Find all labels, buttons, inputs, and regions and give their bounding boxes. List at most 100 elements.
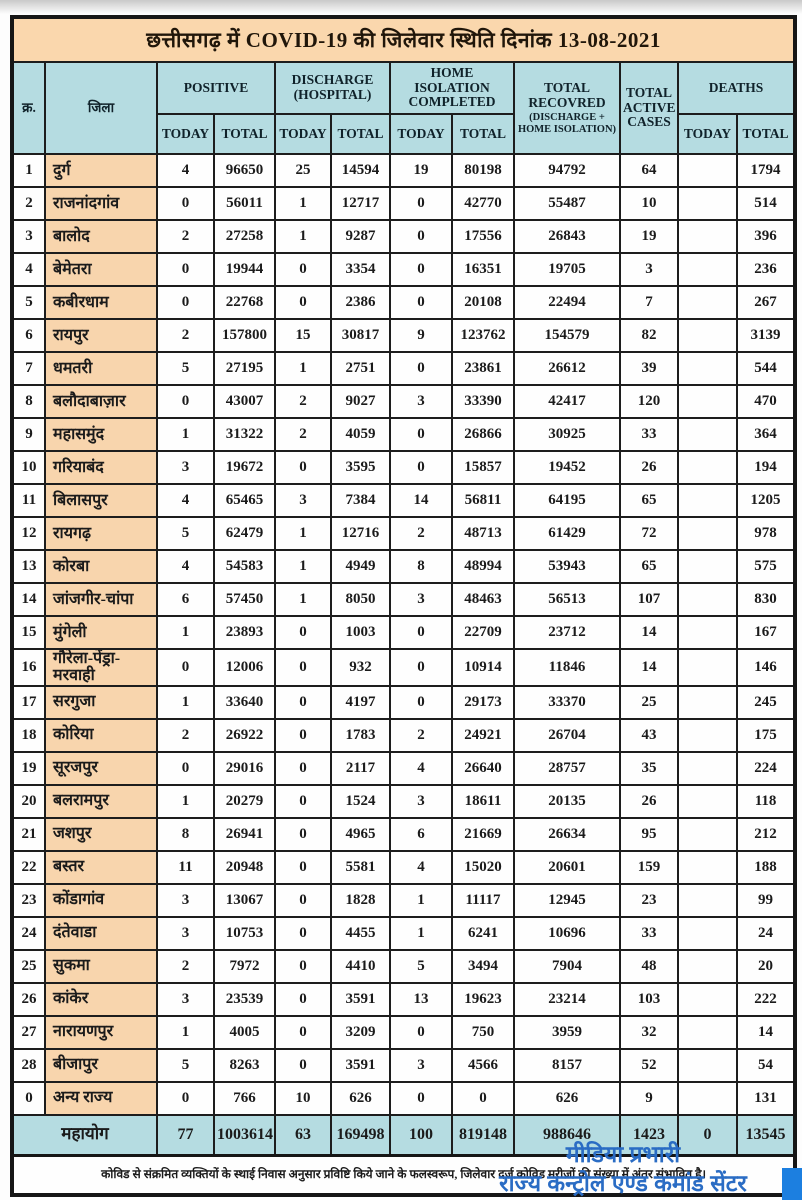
discharge-today-cell: 0 <box>274 285 332 320</box>
district-row: 24 दंतेवाडा 3 10753 0 4455 1 6241 10696 33 24 <box>11 915 797 951</box>
deaths-today-cell <box>677 648 738 687</box>
serial-cell: 0 <box>11 1080 46 1116</box>
discharge-today-cell: 1 <box>274 516 332 551</box>
positive-total-cell: 10753 <box>213 915 276 951</box>
serial-cell: 11 <box>11 483 46 518</box>
total-active-cell: 26 <box>619 450 679 485</box>
district-cell: रायगढ़ <box>44 516 158 551</box>
total-active-grand-total-cell: 1423 <box>619 1113 679 1157</box>
district-row: 4 बेमेतरा 0 19944 0 3354 0 16351 19705 3 236 <box>11 252 797 287</box>
home-isolation-today-cell: 0 <box>389 186 453 221</box>
col-header-total-recovered: TOTAL RECOVRED (DISCHARGE + HOME ISOLATI… <box>513 61 621 155</box>
home-isolation-total-cell: 21669 <box>451 816 515 852</box>
positive-today-cell: 1 <box>156 684 215 720</box>
discharge-today-cell: 0 <box>274 1047 332 1083</box>
positive-total-cell: 57450 <box>213 582 276 617</box>
positive-today-cell: 0 <box>156 750 215 786</box>
discharge-total-cell: 30817 <box>330 318 391 353</box>
discharge-total-cell: 9287 <box>330 219 391 254</box>
total-active-cell: 33 <box>619 915 679 951</box>
positive-today-cell: 5 <box>156 1047 215 1083</box>
positive-total-cell: 20948 <box>213 849 276 885</box>
discharge-today-cell: 3 <box>274 483 332 518</box>
positive-today-cell: 3 <box>156 981 215 1017</box>
col-header-positive-today: TODAY <box>156 113 215 155</box>
positive-total-cell: 43007 <box>213 384 276 419</box>
deaths-today-cell <box>677 816 738 852</box>
deaths-today-cell <box>677 417 738 452</box>
serial-cell: 13 <box>11 549 46 584</box>
signature-line-2: राज्य कन्ट्रोल एण्ड कमांड सेंटर <box>499 1170 747 1196</box>
deaths-today-cell <box>677 450 738 485</box>
positive-today-cell: 1 <box>156 615 215 650</box>
home-isolation-today-cell: 0 <box>389 450 453 485</box>
home-isolation-total-cell: 26640 <box>451 750 515 786</box>
deaths-today-cell <box>677 915 738 951</box>
discharge-today-cell: 0 <box>274 450 332 485</box>
deaths-total-cell: 830 <box>735 582 797 617</box>
serial-cell: 7 <box>11 351 46 386</box>
serial-cell: 8 <box>11 384 46 419</box>
positive-today-cell: 0 <box>156 1080 215 1116</box>
total-active-cell: 10 <box>619 186 679 221</box>
deaths-total-cell: 131 <box>735 1080 797 1116</box>
discharge-total-cell: 4197 <box>330 684 391 720</box>
discharge-total-grand-total-cell: 169498 <box>330 1113 391 1157</box>
district-cell: सूरजपुर <box>44 750 158 786</box>
district-cell: जांजगीर-चांपा <box>44 582 158 617</box>
home-isolation-today-cell: 0 <box>389 1014 453 1050</box>
home-isolation-total-cell: 16351 <box>451 252 515 287</box>
total-recovered-cell: 61429 <box>513 516 621 551</box>
total-recovered-cell: 94792 <box>513 153 621 188</box>
deaths-today-cell <box>677 186 738 221</box>
home-isolation-today-cell: 1 <box>389 915 453 951</box>
district-row: 5 कबीरधाम 0 22768 0 2386 0 20108 22494 7 267 <box>11 285 797 320</box>
positive-total-cell: 27258 <box>213 219 276 254</box>
total-recovered-cell: 626 <box>513 1080 621 1116</box>
home-isolation-today-cell: 0 <box>389 615 453 650</box>
discharge-total-cell: 4949 <box>330 549 391 584</box>
covid-district-table: छत्तीसगढ़ में COVID-19 की जिलेवार स्थिति… <box>10 15 798 1197</box>
home-isolation-today-cell: 4 <box>389 849 453 885</box>
positive-today-cell: 2 <box>156 717 215 753</box>
discharge-today-cell: 0 <box>274 615 332 650</box>
positive-today-cell: 2 <box>156 219 215 254</box>
total-recovered-cell: 26634 <box>513 816 621 852</box>
positive-today-cell: 1 <box>156 1014 215 1050</box>
total-recovered-cell: 7904 <box>513 948 621 984</box>
home-isolation-today-grand-total-cell: 100 <box>389 1113 453 1157</box>
home-isolation-total-cell: 18611 <box>451 783 515 819</box>
home-isolation-total-cell: 26866 <box>451 417 515 452</box>
deaths-total-cell: 146 <box>735 648 797 687</box>
district-cell: रायपुर <box>44 318 158 353</box>
district-cell: धमतरी <box>44 351 158 386</box>
discharge-total-cell: 1003 <box>330 615 391 650</box>
home-isolation-total-cell: 56811 <box>451 483 515 518</box>
discharge-total-cell: 8050 <box>330 582 391 617</box>
discharge-today-cell: 1 <box>274 351 332 386</box>
discharge-total-cell: 12717 <box>330 186 391 221</box>
col-header-discharge-today: TODAY <box>274 113 332 155</box>
discharge-total-cell: 7384 <box>330 483 391 518</box>
positive-today-cell: 3 <box>156 450 215 485</box>
home-isolation-today-cell: 14 <box>389 483 453 518</box>
serial-cell: 3 <box>11 219 46 254</box>
discharge-today-cell: 0 <box>274 915 332 951</box>
discharge-today-cell: 0 <box>274 717 332 753</box>
home-isolation-today-cell: 0 <box>389 219 453 254</box>
signature-line-1: मीडिया प्रभारी <box>565 1141 681 1167</box>
total-recovered-cell: 154579 <box>513 318 621 353</box>
serial-cell: 25 <box>11 948 46 984</box>
discharge-total-cell: 932 <box>330 648 391 687</box>
deaths-today-cell <box>677 948 738 984</box>
deaths-today-cell <box>677 483 738 518</box>
discharge-total-cell: 3595 <box>330 450 391 485</box>
deaths-total-grand-total-cell: 13545 <box>735 1113 797 1157</box>
positive-total-cell: 19672 <box>213 450 276 485</box>
deaths-today-cell <box>677 849 738 885</box>
district-cell: बीजापुर <box>44 1047 158 1083</box>
district-row: 8 बलौदाबाज़ार 0 43007 2 9027 3 33390 42417 120 470 <box>11 384 797 419</box>
home-isolation-today-cell: 19 <box>389 153 453 188</box>
district-row: 17 सरगुजा 1 33640 0 4197 0 29173 33370 25 245 <box>11 684 797 720</box>
home-isolation-total-grand-total-cell: 819148 <box>451 1113 515 1157</box>
